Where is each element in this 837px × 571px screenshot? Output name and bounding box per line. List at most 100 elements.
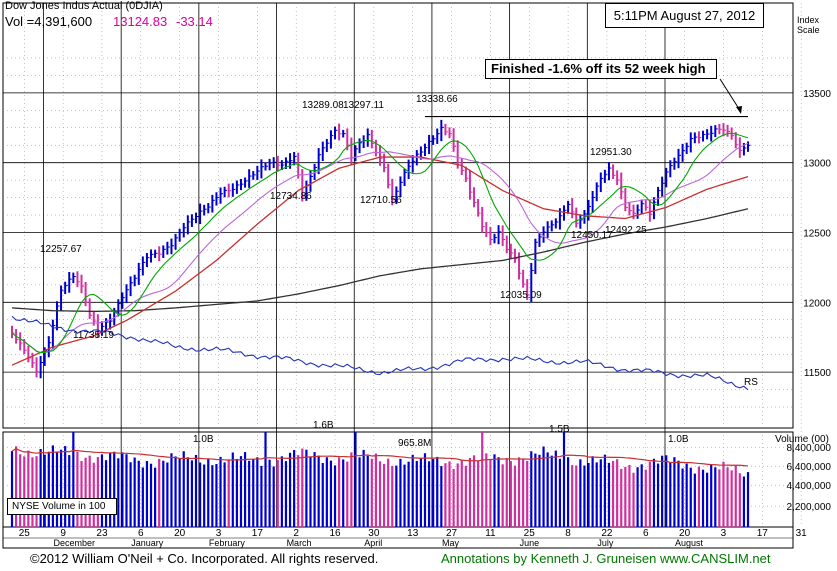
volume-bar [436,456,439,527]
volume-bar [513,465,517,527]
volume-bar [599,459,602,527]
volume-bar [47,451,50,527]
volume-bar [264,432,267,527]
volume-bar [338,457,341,527]
volume-bar [432,459,435,527]
volume-bar [182,451,185,527]
volume-bar [133,457,136,527]
volume-bar [125,454,128,527]
volume-bar [256,457,259,527]
volume-bar [68,455,71,527]
volume-bar [382,463,386,527]
volume-bar [427,461,431,527]
volume-peak-label: 1.0B [193,434,214,445]
volume-bar [309,457,312,527]
axis-labels: 11500 12000 12500 13000 13500 2,200,000 4,400,… [19,89,832,548]
volume-bar [239,456,243,527]
volume-peak-label: 1.5B [549,424,570,435]
volume-bar [109,453,112,527]
ma-200-line [11,208,749,313]
volume-bar [440,466,443,527]
price-point-label: 12710.56 [360,195,402,206]
volume-bar [51,445,54,527]
volume-bar [113,451,116,527]
volume-readout: Vol =4,391,600 [5,14,93,29]
volume-bar [501,464,504,527]
volume-bar [243,452,247,527]
day-tick-label: 20 [174,528,186,539]
volume-bar [677,460,680,527]
volume-bar [280,456,283,527]
volume-bar [607,462,611,527]
volume-bar [456,463,459,527]
month-label: April [364,538,382,548]
volume-bar [505,458,508,527]
volume-bar [333,465,337,527]
volume-bar [362,449,365,527]
day-tick-label: 23 [96,528,108,539]
volume-bar [399,458,402,527]
price-point-label: 12450.17 [571,230,613,241]
volume-bar [64,446,67,527]
volume-bar [489,460,492,527]
volume-bar [207,458,210,527]
volume-bar [43,454,46,527]
chart-annotations [424,78,748,118]
ma-10-line [11,132,749,354]
volume-bar [591,456,594,527]
volume-bar [231,452,234,527]
volume-bar [260,465,263,527]
volume-bar [648,461,651,527]
day-tick-label: 6 [643,528,649,539]
volume-bar [697,466,701,527]
day-tick-label: 3 [721,528,727,539]
month-label: February [209,538,246,548]
volume-bar [198,462,202,527]
price-point-label: 12734.86 [270,191,312,202]
price-tick-label: 11500 [804,368,832,379]
volume-bar [448,461,451,527]
volume-bar [632,472,635,527]
day-tick-label: 16 [329,528,341,539]
volume-bar [550,455,553,527]
volume-bar [444,463,447,527]
volume-bar [673,457,676,527]
month-label: June [520,538,540,548]
volume-bar [595,462,598,527]
volume-bar [350,452,353,527]
volume-legend-box: NYSE Volume in 100 [7,498,117,515]
volume-bar [223,462,226,527]
volume-bar [652,458,656,527]
volume-bar [656,463,660,527]
change-readout: -33.14 [176,14,213,29]
volume-bar [219,456,222,527]
volume-bar [460,460,463,527]
ma-50-line [11,156,749,366]
price-point-label: 13297.11 [343,100,384,111]
volume-bar [661,455,664,527]
price-point-label: 12035.09 [500,290,542,301]
volume-bar [374,453,378,527]
volume-bar [23,456,26,527]
day-tick-label: 25 [524,528,536,539]
volume-bar [689,467,692,527]
price-point-label: 11735.19 [73,330,114,341]
volume-bar [92,462,95,527]
volume-bar [468,457,472,527]
volume-bar [464,465,467,527]
timestamp-box: 5:11PM August 27, 2012 [605,3,764,28]
volume-bar [162,460,165,527]
month-label: May [442,538,460,548]
volume-bar [542,446,545,527]
volume-bar [10,451,14,527]
volume-bar [27,450,30,527]
volume-bar [477,460,480,527]
volume-bar [252,458,255,527]
day-tick-label: 6 [138,528,144,539]
volume-bar [452,469,455,527]
volume-peak-label: 1.0B [668,434,689,445]
price-tick-label: 13500 [803,89,831,100]
volume-bar [730,470,733,527]
volume-bar [329,460,333,527]
